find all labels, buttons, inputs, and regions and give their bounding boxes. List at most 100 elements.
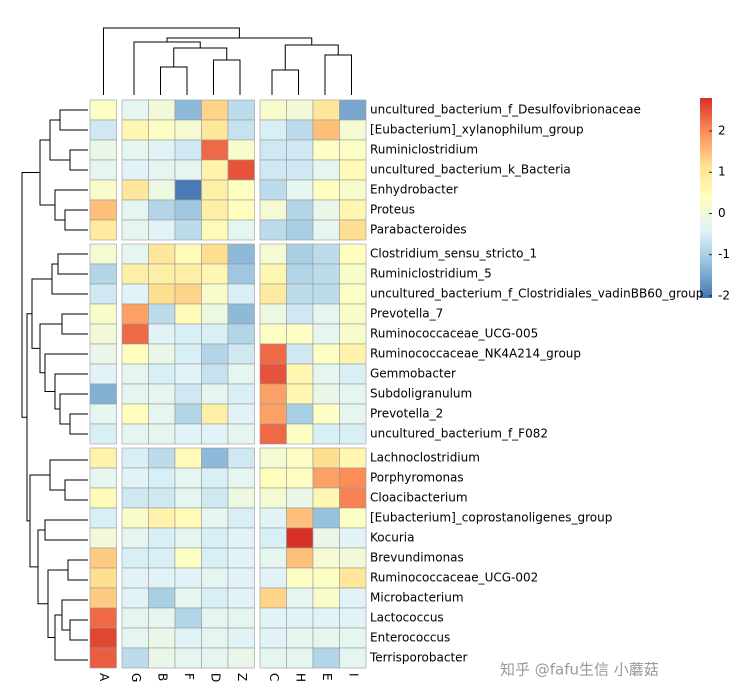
heatmap-cell	[89, 243, 117, 265]
heatmap-cell	[148, 199, 176, 221]
heatmap-cell	[148, 303, 176, 325]
heatmap-cell	[201, 119, 229, 141]
heatmap-cell	[259, 423, 287, 445]
heatmap-cell	[259, 139, 287, 161]
heatmap-cell	[286, 139, 314, 161]
heatmap-cell	[227, 243, 255, 265]
heatmap-cell	[121, 647, 149, 669]
heatmap-cell	[286, 447, 314, 469]
heatmap-cell	[286, 99, 314, 121]
heatmap-cell	[339, 283, 367, 305]
heatmap-cell	[339, 119, 367, 141]
heatmap-cell	[259, 243, 287, 265]
heatmap-cell	[148, 283, 176, 305]
heatmap-cell	[174, 263, 202, 285]
heatmap-cell	[259, 403, 287, 425]
heatmap-cell	[312, 587, 340, 609]
column-label: F	[182, 673, 196, 680]
heatmap-cell	[312, 567, 340, 589]
heatmap-cell	[201, 627, 229, 649]
row-label: Parabacteroides	[370, 223, 467, 237]
heatmap-cell	[89, 423, 117, 445]
row-label: Kocuria	[370, 531, 414, 545]
heatmap-cell	[89, 547, 117, 569]
heatmap-cell	[259, 263, 287, 285]
heatmap-cell	[286, 567, 314, 589]
heatmap-cell	[148, 323, 176, 345]
heatmap-cell	[174, 507, 202, 529]
heatmap-cell	[201, 179, 229, 201]
heatmap-cell	[339, 527, 367, 549]
row-label: Lachnoclostridium	[370, 451, 480, 465]
heatmap-cell	[174, 647, 202, 669]
heatmap-cell	[312, 423, 340, 445]
heatmap-cell	[89, 447, 117, 469]
heatmap-cell	[89, 119, 117, 141]
heatmap-cell	[148, 219, 176, 241]
heatmap-cell	[201, 467, 229, 489]
row-label: [Eubacterium]_xylanophilum_group	[370, 123, 584, 137]
heatmap-cell	[227, 219, 255, 241]
heatmap-cell	[89, 139, 117, 161]
heatmap-cell	[312, 467, 340, 489]
heatmap-cell	[121, 363, 149, 385]
row-label: Cloacibacterium	[370, 491, 468, 505]
row-label: [Eubacterium]_coprostanoligenes_group	[370, 511, 612, 525]
row-label: Ruminococcaceae_NK4A214_group	[370, 347, 581, 361]
row-dendrogram	[21, 109, 88, 661]
heatmap-cell	[259, 627, 287, 649]
heatmap-cell	[121, 303, 149, 325]
heatmap-cell	[312, 647, 340, 669]
heatmap-cell	[121, 179, 149, 201]
heatmap-cell	[259, 363, 287, 385]
row-label: Porphyromonas	[370, 471, 464, 485]
heatmap-cell	[174, 159, 202, 181]
row-label: Ruminiclostridium_5	[370, 267, 492, 281]
heatmap-cell	[201, 363, 229, 385]
row-label: Ruminococcaceae_UCG-005	[370, 327, 538, 341]
heatmap-cell	[286, 527, 314, 549]
column-label: E	[320, 673, 334, 681]
heatmap-cell	[201, 607, 229, 629]
watermark: 知乎 @fafu生信 小蘑菇	[500, 661, 659, 679]
heatmap-cell	[89, 383, 117, 405]
heatmap-cell	[89, 99, 117, 121]
colorbar	[700, 98, 712, 298]
heatmap-cell	[148, 627, 176, 649]
heatmap-cell	[89, 587, 117, 609]
heatmap-cell	[174, 587, 202, 609]
heatmap-cell	[286, 607, 314, 629]
heatmap-cell	[286, 423, 314, 445]
heatmap-cell	[339, 303, 367, 325]
heatmap-cell	[312, 627, 340, 649]
heatmap-cell	[148, 263, 176, 285]
heatmap-cell	[227, 567, 255, 589]
heatmap-cell	[201, 487, 229, 509]
heatmap-cell	[227, 607, 255, 629]
heatmap-cell	[286, 627, 314, 649]
heatmap-cell	[286, 487, 314, 509]
heatmap-cell	[312, 547, 340, 569]
heatmap-cell	[201, 527, 229, 549]
heatmap-cell	[339, 139, 367, 161]
heatmap-cell	[259, 99, 287, 121]
heatmap-cell	[121, 283, 149, 305]
column-label: A	[97, 673, 111, 682]
heatmap-cell	[227, 507, 255, 529]
heatmap-cell	[174, 283, 202, 305]
row-label: Lactococcus	[370, 611, 444, 625]
heatmap-cell	[121, 323, 149, 345]
heatmap-cell	[201, 323, 229, 345]
heatmap-cell	[201, 383, 229, 405]
heatmap-cell	[121, 383, 149, 405]
row-label: Prevotella_7	[370, 307, 443, 321]
heatmap-cell	[148, 243, 176, 265]
heatmap-cell	[312, 283, 340, 305]
row-label: uncultured_bacterium_k_Bacteria	[370, 163, 571, 177]
heatmap-cell	[259, 527, 287, 549]
heatmap-cell	[312, 179, 340, 201]
heatmap-cell	[227, 423, 255, 445]
heatmap-cell	[259, 507, 287, 529]
heatmap-cell	[148, 547, 176, 569]
